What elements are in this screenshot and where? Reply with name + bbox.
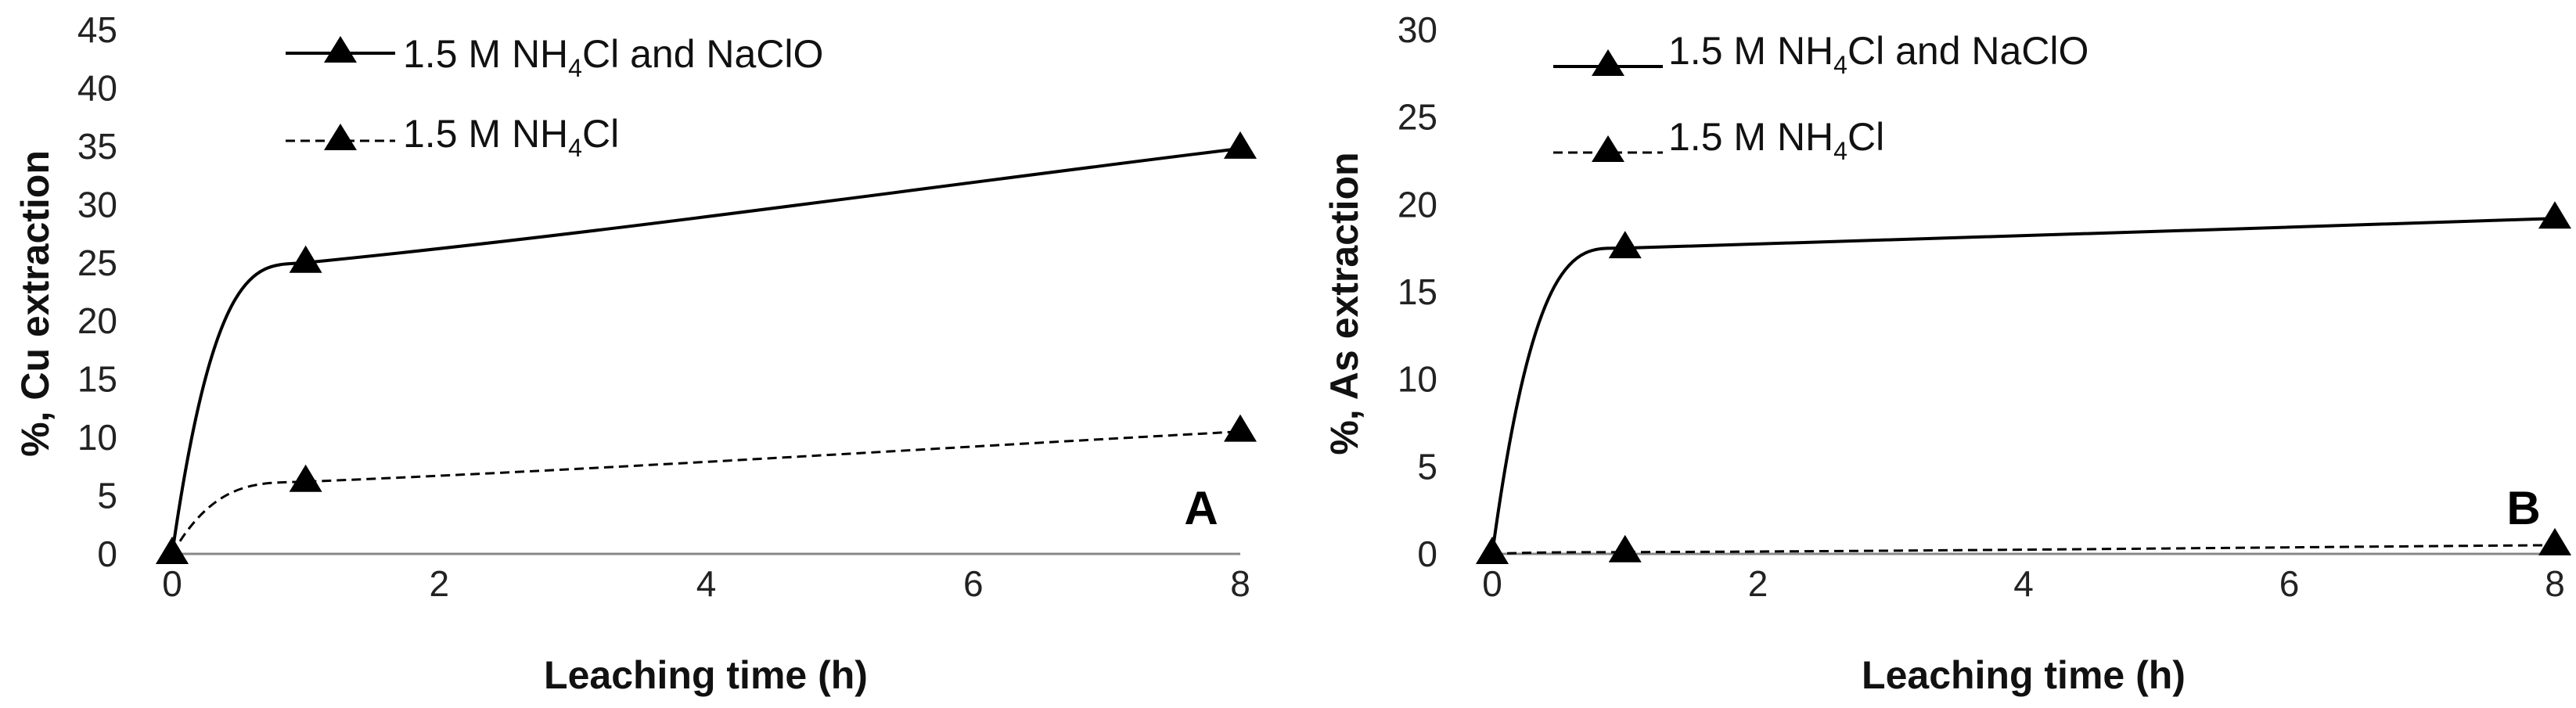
- x-tick-label: 6: [963, 563, 984, 604]
- x-tick-label: 2: [429, 563, 449, 604]
- series-line-nh4cl-naclo: [1491, 217, 2556, 555]
- y-tick-label: 45: [77, 9, 117, 50]
- chart-b-legend: 1.5 M NH4Cl and NaClO 1.5 M NH4Cl: [1553, 29, 2089, 165]
- chart-a-x-axis-label: Leaching time (h): [544, 653, 868, 697]
- x-tick-label: 4: [696, 563, 717, 604]
- chart-b-y-ticks: 0 5 10 15 20 25 30: [1398, 9, 1437, 574]
- legend-marker-b-1: [1592, 135, 1624, 162]
- y-tick-label: 20: [77, 300, 117, 341]
- data-point-marker: [1224, 131, 1257, 159]
- y-tick-label: 15: [1398, 271, 1437, 312]
- chart-b-panel-label: B: [2506, 482, 2540, 534]
- chart-b-series: [1476, 201, 2571, 564]
- y-tick-label: 15: [77, 359, 117, 400]
- chart-a-y-axis-label: %, Cu extraction: [13, 150, 57, 457]
- legend-label-b-0: 1.5 M NH4Cl and NaClO: [1668, 29, 2089, 79]
- data-point-marker: [1608, 534, 1642, 562]
- x-tick-label: 0: [1482, 563, 1502, 604]
- x-tick-label: 8: [1230, 563, 1250, 604]
- legend-item-b-0: 1.5 M NH4Cl and NaClO: [1553, 29, 2089, 79]
- chart-a-series: [156, 131, 1257, 564]
- chart-b-y-axis-label: %, As extraction: [1322, 152, 1366, 455]
- data-point-marker: [289, 464, 322, 492]
- y-tick-label: 30: [77, 184, 117, 225]
- y-tick-label: 25: [77, 243, 117, 283]
- y-tick-label: 20: [1398, 184, 1437, 225]
- legend-item-a-1: 1.5 M NH4Cl: [286, 112, 619, 162]
- x-tick-label: 0: [162, 563, 182, 604]
- series-line-nh4cl-naclo: [171, 146, 1241, 555]
- data-point-marker: [2538, 527, 2571, 555]
- chart-a: 0 5 10 15 20 25 30 35 40 45 0 2 4 6 8 Leaching time (…: [13, 9, 1257, 697]
- legend-marker-a-0: [324, 36, 357, 63]
- legend-label-a-0: 1.5 M NH4Cl and NaClO: [403, 32, 823, 82]
- chart-b-x-axis-label: Leaching time (h): [1862, 653, 2186, 697]
- y-tick-label: 25: [1398, 97, 1437, 138]
- data-point-marker: [1476, 537, 1509, 564]
- y-tick-label: 0: [1417, 534, 1437, 574]
- x-tick-label: 2: [1748, 563, 1768, 604]
- legend-item-a-0: 1.5 M NH4Cl and NaClO: [286, 32, 823, 82]
- data-point-marker: [1224, 414, 1257, 442]
- data-point-marker: [289, 245, 322, 273]
- series-line-nh4cl: [171, 430, 1241, 555]
- y-tick-label: 30: [1398, 9, 1437, 50]
- y-tick-label: 10: [1398, 359, 1437, 400]
- chart-b: 0 5 10 15 20 25 30 0 2 4 6 8 Leaching time (h) %, …: [1322, 9, 2571, 697]
- y-tick-label: 10: [77, 417, 117, 458]
- chart-b-x-ticks: 0 2 4 6 8: [1482, 563, 2565, 604]
- legend-marker-a-1: [324, 124, 357, 150]
- legend-marker-b-0: [1592, 49, 1624, 76]
- legend-label-a-1: 1.5 M NH4Cl: [403, 112, 619, 162]
- y-tick-label: 35: [77, 126, 117, 167]
- data-point-marker: [2538, 201, 2571, 229]
- legend-label-b-1: 1.5 M NH4Cl: [1668, 115, 1884, 165]
- y-tick-label: 5: [97, 476, 117, 516]
- chart-a-x-ticks: 0 2 4 6 8: [162, 563, 1250, 604]
- data-point-marker: [156, 537, 189, 564]
- series-line-nh4cl: [1491, 544, 2556, 555]
- x-tick-label: 6: [2279, 563, 2300, 604]
- y-tick-label: 40: [77, 67, 117, 108]
- chart-a-legend: 1.5 M NH4Cl and NaClO 1.5 M NH4Cl: [286, 32, 823, 162]
- data-point-marker: [1608, 231, 1642, 259]
- y-tick-label: 5: [1417, 446, 1437, 487]
- y-tick-label: 0: [97, 534, 117, 574]
- x-tick-label: 4: [2013, 563, 2034, 604]
- chart-a-y-ticks: 0 5 10 15 20 25 30 35 40 45: [77, 9, 117, 574]
- legend-item-b-1: 1.5 M NH4Cl: [1553, 115, 1884, 165]
- chart-a-panel-label: A: [1184, 482, 1218, 534]
- x-tick-label: 8: [2545, 563, 2565, 604]
